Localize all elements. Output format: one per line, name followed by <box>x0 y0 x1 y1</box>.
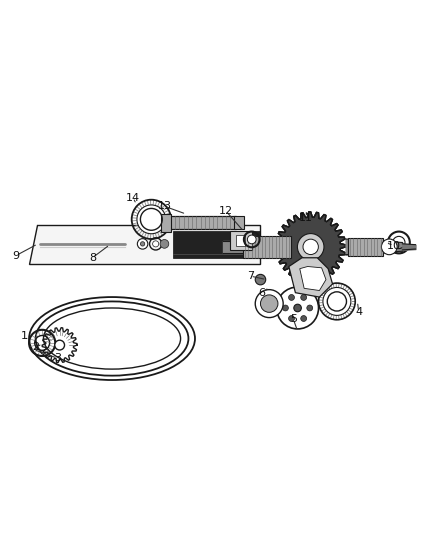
Text: 7: 7 <box>247 271 254 281</box>
Text: 4: 4 <box>355 308 362 317</box>
Text: 11: 11 <box>299 213 313 223</box>
Circle shape <box>261 295 278 312</box>
Circle shape <box>277 287 318 329</box>
Bar <box>173 231 261 259</box>
Polygon shape <box>276 212 346 282</box>
Circle shape <box>294 304 301 312</box>
Circle shape <box>152 241 159 247</box>
Polygon shape <box>29 225 261 264</box>
Bar <box>237 235 245 246</box>
Circle shape <box>289 316 294 321</box>
Text: 10: 10 <box>387 240 401 251</box>
Bar <box>348 238 383 256</box>
Circle shape <box>255 274 266 285</box>
Circle shape <box>55 340 64 350</box>
Text: 9: 9 <box>12 251 20 261</box>
Polygon shape <box>42 328 77 362</box>
Text: 1: 1 <box>21 332 28 341</box>
Text: 12: 12 <box>219 206 233 216</box>
Text: 2: 2 <box>32 342 39 352</box>
Circle shape <box>297 233 324 260</box>
Text: 8: 8 <box>89 253 96 263</box>
Bar <box>234 216 244 229</box>
Circle shape <box>381 239 397 255</box>
Circle shape <box>307 305 313 311</box>
Circle shape <box>301 295 307 301</box>
Text: 13: 13 <box>157 201 171 211</box>
Ellipse shape <box>35 302 188 376</box>
Polygon shape <box>276 212 346 282</box>
Bar <box>161 214 170 231</box>
Circle shape <box>160 239 169 248</box>
Circle shape <box>138 239 148 249</box>
Circle shape <box>323 287 351 316</box>
Circle shape <box>276 240 284 248</box>
Circle shape <box>262 240 270 248</box>
Circle shape <box>137 205 166 234</box>
Circle shape <box>255 289 283 318</box>
Polygon shape <box>289 258 332 297</box>
Circle shape <box>269 240 277 248</box>
Circle shape <box>303 239 318 255</box>
Circle shape <box>141 241 145 246</box>
Bar <box>169 216 237 229</box>
Text: 3: 3 <box>54 353 61 363</box>
Circle shape <box>289 295 294 301</box>
Text: 14: 14 <box>126 192 140 203</box>
Polygon shape <box>300 266 326 290</box>
Bar <box>230 231 252 250</box>
Bar <box>243 236 291 258</box>
Circle shape <box>247 235 256 244</box>
Circle shape <box>301 316 307 321</box>
Text: 5: 5 <box>290 314 297 324</box>
Text: 6: 6 <box>258 288 265 298</box>
Circle shape <box>283 305 288 311</box>
